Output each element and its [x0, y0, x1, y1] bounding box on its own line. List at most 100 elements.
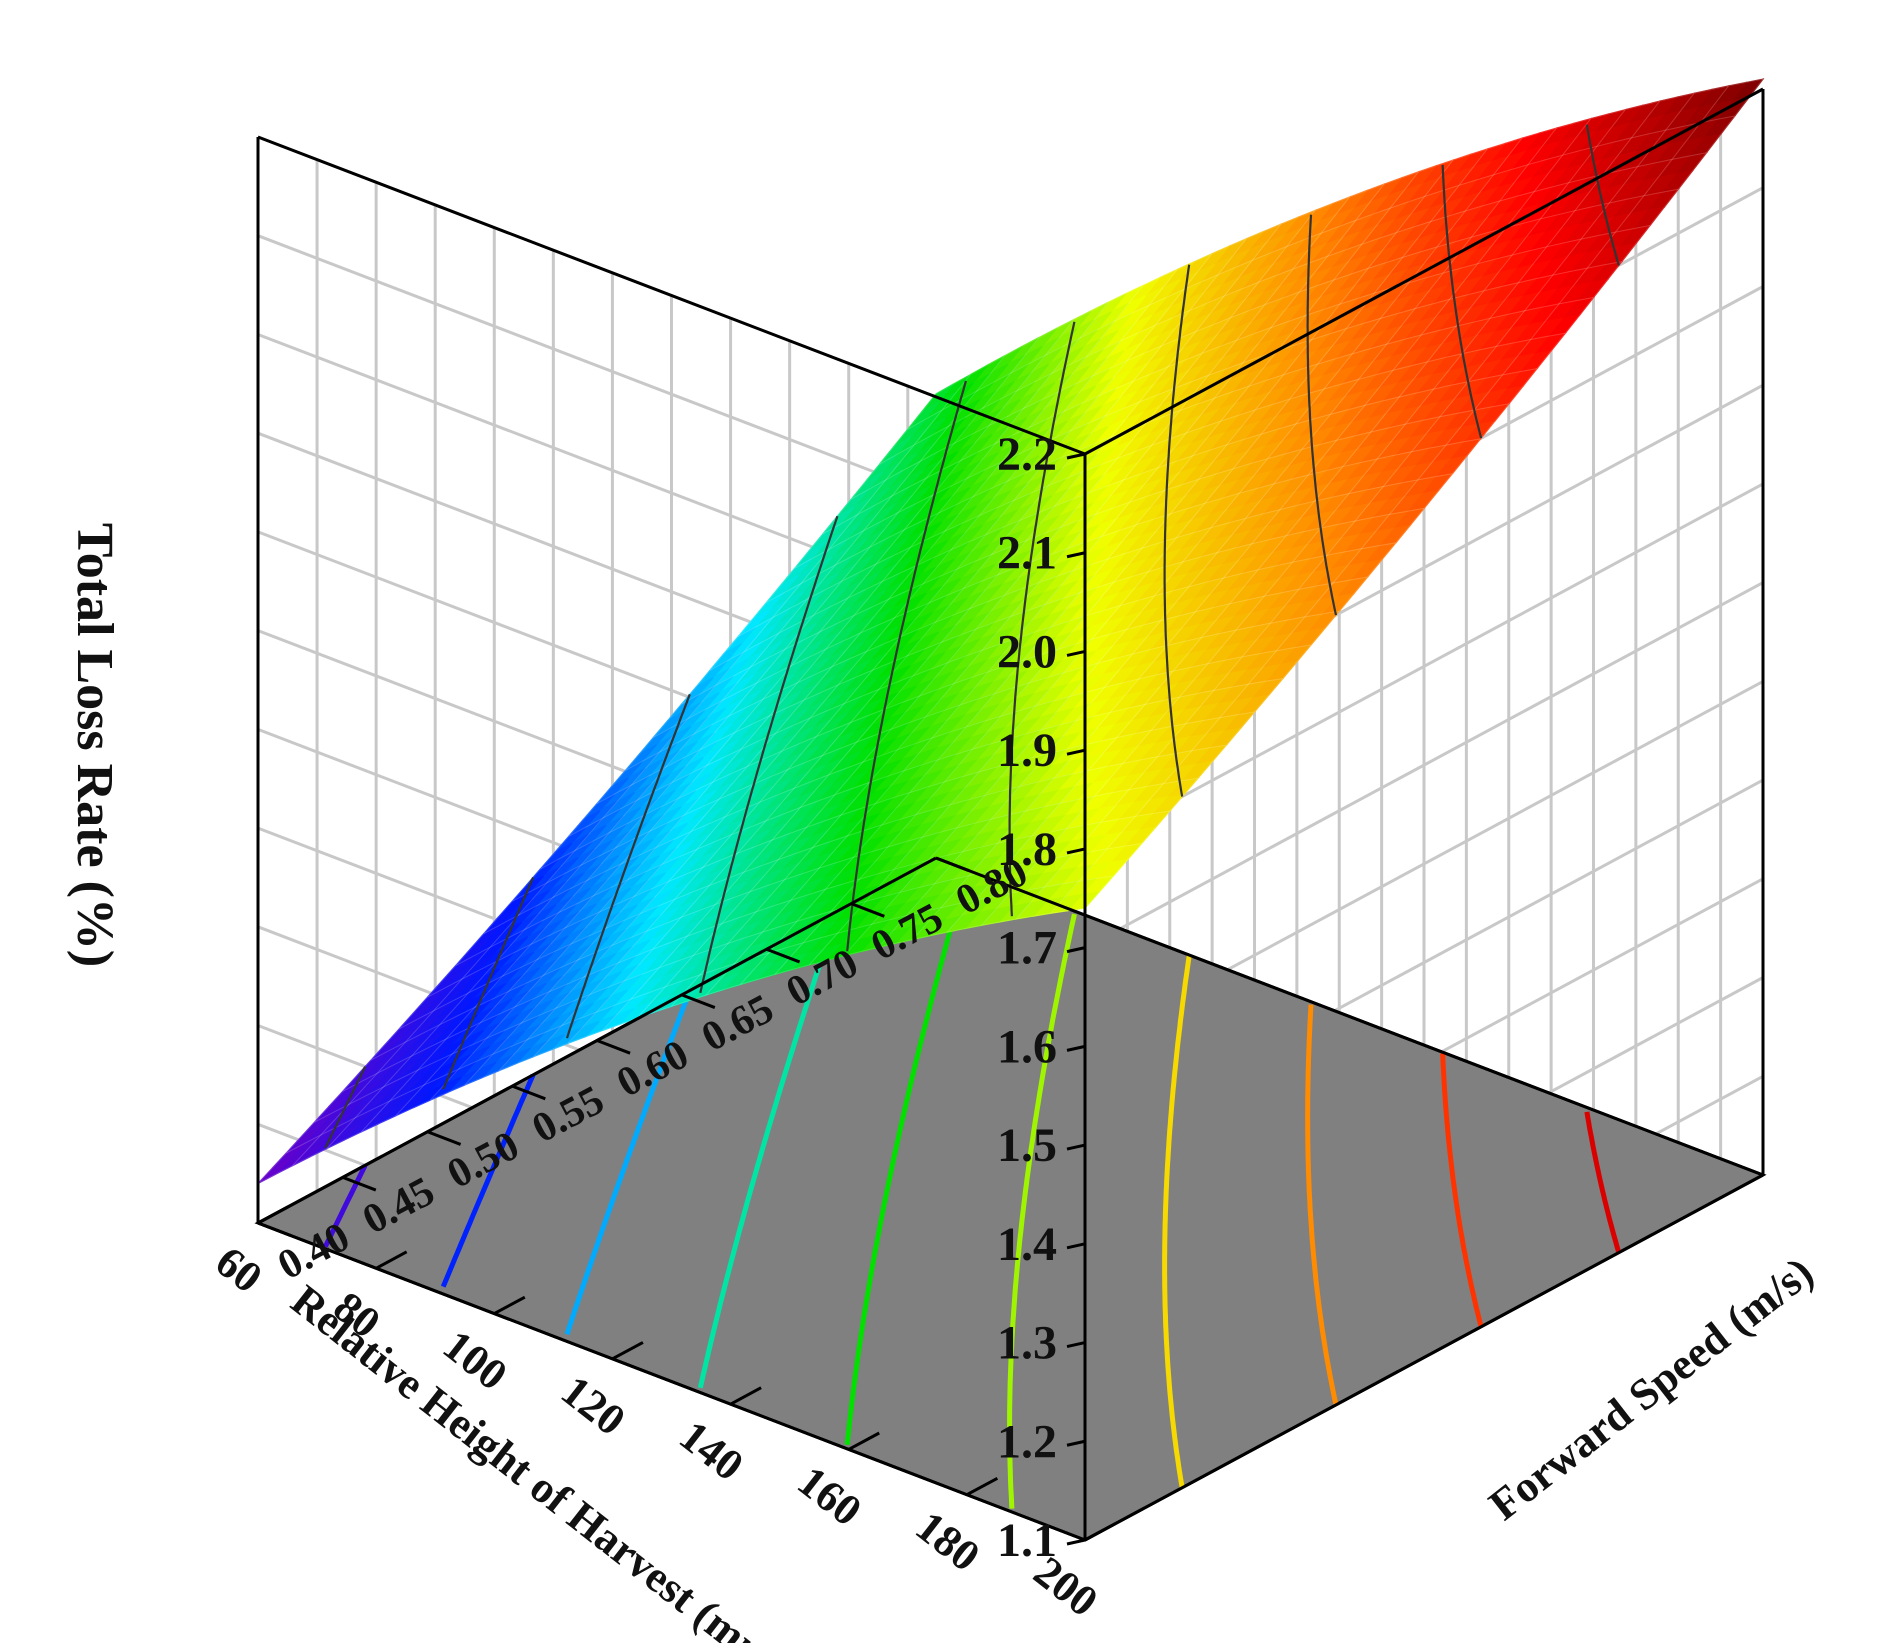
mesh-line	[877, 127, 1557, 948]
x-tick-mark	[966, 1476, 999, 1497]
mesh-line	[1084, 78, 1764, 909]
floor-contour	[1440, 1053, 1484, 1328]
frame-edge	[257, 1221, 1086, 1542]
z-tick-label: 2.2	[997, 428, 1057, 481]
y-tick-mark	[850, 902, 885, 918]
mesh-line	[738, 332, 1566, 637]
mesh-line	[774, 159, 1454, 975]
mesh-line	[879, 152, 1707, 465]
x-tick-label: 120	[552, 1366, 634, 1445]
mesh-line	[935, 78, 1764, 395]
mesh-line	[292, 374, 971, 1167]
x-tick-label: 180	[907, 1502, 989, 1581]
mesh-line	[653, 438, 1481, 738]
z-tick-mark	[1066, 1341, 1086, 1349]
mesh-line	[540, 576, 1368, 870]
mesh-line	[596, 507, 1425, 805]
x-tick-mark	[257, 1205, 290, 1225]
mesh-line	[464, 285, 1144, 1086]
y-tick-mark	[935, 856, 970, 873]
mesh-line	[1015, 92, 1695, 920]
y-tick-mark	[342, 1175, 377, 1192]
mesh-line	[625, 473, 1453, 772]
z-tick-label: 1.5	[997, 1119, 1057, 1172]
z-tick-mark	[1066, 1242, 1086, 1250]
floor-contour	[1305, 1004, 1339, 1406]
mesh-line	[794, 261, 1622, 569]
z-tick-label: 1.7	[997, 922, 1057, 975]
mesh-line	[568, 542, 1396, 837]
mesh-line	[455, 678, 1283, 966]
z-tick-label: 1.1	[997, 1514, 1057, 1567]
surface-contour	[1585, 124, 1620, 266]
mesh-line	[533, 253, 1213, 1057]
frame-edge	[1084, 1173, 1764, 1542]
y-tick-mark	[681, 993, 716, 1009]
floor-contour	[1584, 1111, 1622, 1254]
surface-contour	[1163, 264, 1191, 797]
mesh-line	[843, 137, 1523, 957]
mesh-line	[671, 196, 1350, 1007]
mesh-line	[946, 109, 1626, 933]
floor-contour	[844, 873, 969, 1446]
z-tick-label: 2.1	[997, 527, 1057, 580]
mesh-line	[766, 297, 1594, 603]
x-tick-label: 140	[670, 1411, 752, 1490]
z-tick-mark	[1066, 649, 1086, 657]
mesh-line	[361, 336, 1040, 1133]
mesh-line	[907, 115, 1735, 430]
mesh-line	[399, 744, 1227, 1030]
surface-contours	[324, 124, 1620, 1149]
response-surface	[257, 78, 1765, 1185]
mesh-line	[483, 644, 1312, 934]
floor-contour	[1007, 913, 1077, 1509]
x-tick-label: 160	[789, 1456, 871, 1535]
mesh-line	[286, 875, 1114, 1154]
mesh-line	[740, 171, 1419, 985]
z-tick-label: 1.6	[997, 1020, 1057, 1073]
mesh-line	[314, 843, 1142, 1123]
surface-contour	[442, 877, 535, 1090]
surface-contour	[1306, 214, 1338, 616]
x-tick-mark	[611, 1341, 644, 1361]
box-frame	[256, 87, 1765, 1542]
mesh-line	[342, 810, 1170, 1092]
y-tick-mark	[511, 1084, 546, 1101]
floor-contour	[564, 989, 693, 1336]
z-tick-mark	[1066, 946, 1086, 954]
z-tick-mark	[1066, 1538, 1086, 1546]
x-tick-mark	[493, 1295, 526, 1315]
z-tick-mark	[1066, 452, 1086, 460]
z-tick-label: 2.0	[997, 625, 1057, 678]
mesh-line	[808, 148, 1488, 966]
z-tick-mark	[1066, 1044, 1086, 1052]
mesh-line	[602, 224, 1281, 1031]
mesh-line	[709, 368, 1538, 671]
y-tick-mark	[765, 947, 801, 964]
mesh-line	[395, 319, 1075, 1117]
frame-edge	[1084, 87, 1764, 456]
x-tick-mark	[1084, 1522, 1117, 1542]
z-tick-label: 1.4	[997, 1218, 1057, 1271]
z-tick-mark	[1066, 748, 1086, 756]
x-tick-label: 60	[207, 1237, 272, 1303]
mesh-line	[705, 183, 1385, 996]
z-tick-label: 1.8	[997, 823, 1057, 876]
floor-contour	[697, 910, 840, 1389]
frame-edge	[935, 856, 1764, 1177]
z-tick-label: 1.9	[997, 724, 1057, 777]
surface-contour	[1008, 321, 1076, 917]
mesh-line	[326, 355, 1006, 1149]
z-tick-mark	[1066, 847, 1086, 855]
mesh-line	[912, 118, 1592, 940]
floor-contour	[323, 1164, 368, 1248]
z-tick-mark	[1066, 1439, 1086, 1447]
z-axis-title: Total Loss Rate (%)	[66, 523, 123, 967]
z-tick-mark	[1066, 1143, 1086, 1151]
mesh-line	[567, 238, 1247, 1044]
mesh-line	[1050, 85, 1729, 914]
surface-contour	[846, 380, 967, 952]
x-tick-mark	[848, 1431, 880, 1451]
